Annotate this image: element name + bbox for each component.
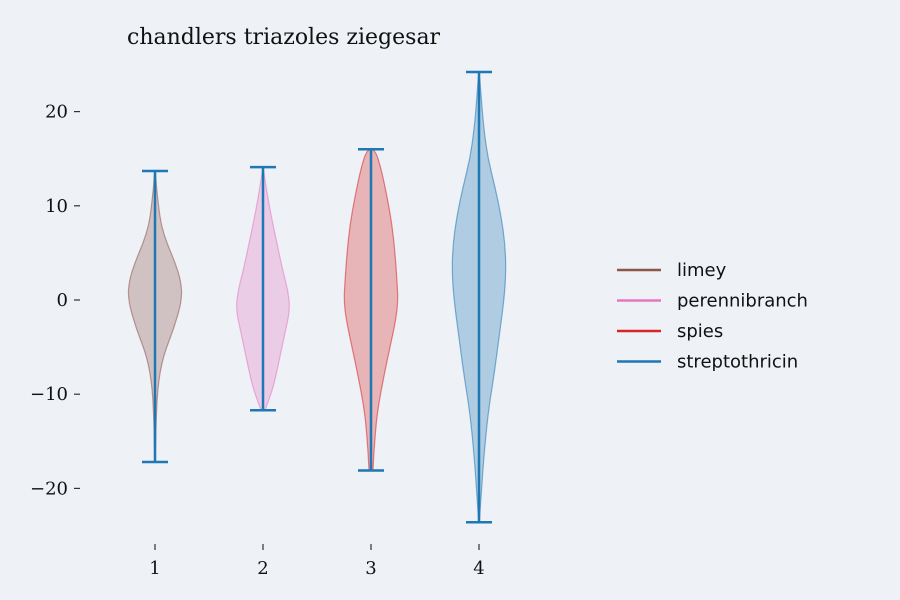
- x-tick-label: 3: [365, 558, 376, 579]
- x-axis: 1 2 3 4: [149, 544, 485, 579]
- y-tick-label: −20: [30, 478, 68, 499]
- y-tick-label: 0: [57, 290, 68, 311]
- violin-bodies: [127, 71, 507, 523]
- legend: limey perennibranch spies streptothricin: [617, 260, 808, 373]
- legend-label: limey: [677, 260, 727, 281]
- x-tick-label: 4: [473, 558, 484, 579]
- legend-label: perennibranch: [677, 291, 808, 312]
- chart-title: chandlers triazoles ziegesar: [127, 25, 441, 50]
- legend-label: streptothricin: [677, 352, 798, 373]
- y-axis: 20 10 0 −10 −20: [30, 102, 80, 499]
- x-tick-label: 1: [149, 558, 160, 579]
- y-tick-label: −10: [30, 384, 68, 405]
- y-tick-label: 10: [45, 196, 68, 217]
- y-tick-label: 20: [45, 102, 68, 123]
- x-tick-label: 2: [257, 558, 268, 579]
- legend-label: spies: [677, 321, 723, 342]
- violin-whiskers: [142, 70, 492, 524]
